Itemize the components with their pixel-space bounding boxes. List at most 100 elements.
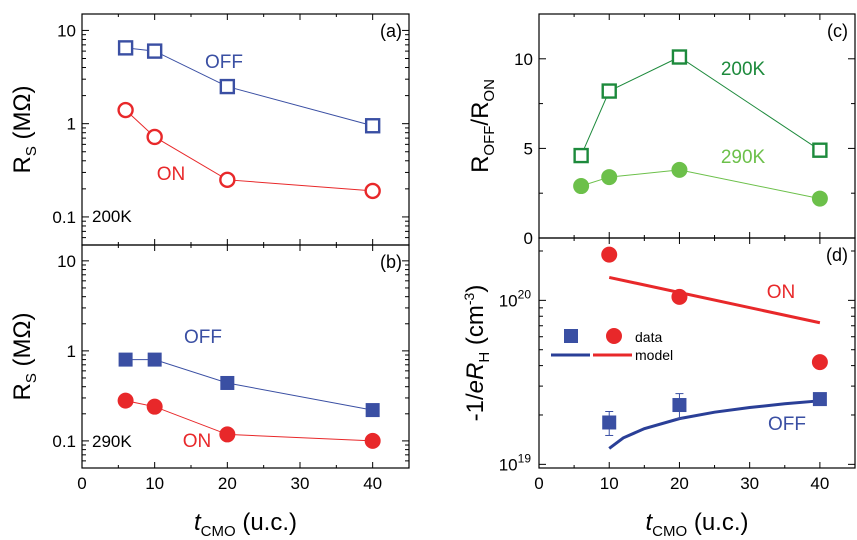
y-tick-label: 1 bbox=[67, 342, 76, 361]
data-point bbox=[672, 398, 687, 413]
y-tick-label: 0 bbox=[524, 229, 533, 248]
panel-label: (d) bbox=[826, 245, 848, 265]
x-tick-label: 0 bbox=[77, 474, 86, 493]
data-point bbox=[117, 40, 134, 56]
data-point bbox=[812, 392, 827, 407]
data-point bbox=[117, 392, 134, 409]
y-tick-label: 10 bbox=[514, 50, 533, 69]
data-point bbox=[364, 432, 381, 449]
data-point bbox=[365, 403, 380, 418]
y-tick-exponent: 20 bbox=[518, 287, 532, 301]
y-tick-label: 1020 bbox=[499, 287, 532, 310]
legend-data-label: data bbox=[635, 329, 662, 345]
legend-model-label: model bbox=[635, 347, 673, 363]
data-point bbox=[671, 161, 688, 178]
ylabel-main: R bbox=[9, 156, 36, 173]
data-point bbox=[117, 101, 134, 119]
x-tick-label: 20 bbox=[670, 474, 689, 493]
x-tick-label: 10 bbox=[600, 474, 619, 493]
y-axis-label-d-text: -1/eRH (cm-3) bbox=[461, 285, 493, 422]
y-tick-label: 1 bbox=[67, 115, 76, 134]
x-axis-label-left: tCMO (u.c.) bbox=[194, 509, 297, 540]
y-axis-label-c-text: ROFF/RON bbox=[467, 79, 498, 173]
ylabel-units: (MΩ) bbox=[9, 313, 36, 374]
data-point bbox=[219, 426, 236, 443]
y-axis-label-a-text: RS (MΩ) bbox=[9, 86, 40, 174]
xlabel-sub: CMO bbox=[201, 523, 236, 540]
data-point bbox=[573, 178, 590, 195]
data-point bbox=[220, 375, 235, 390]
plot-frame-d bbox=[538, 237, 856, 469]
y-tick-label: 0.1 bbox=[52, 432, 76, 451]
plot-frame-b bbox=[81, 244, 410, 469]
series-line bbox=[125, 109, 373, 192]
data-point bbox=[671, 288, 688, 305]
ylabel-units: (cm bbox=[462, 305, 489, 352]
data-point bbox=[219, 171, 236, 189]
panel-label: (b) bbox=[380, 252, 402, 272]
data-point bbox=[146, 128, 163, 146]
series-label-on: ON bbox=[157, 164, 186, 185]
x-tick-label: 10 bbox=[145, 474, 164, 493]
data-point bbox=[573, 147, 589, 164]
data-point bbox=[601, 83, 617, 99]
x-tick-label: 30 bbox=[740, 474, 759, 493]
series-line bbox=[125, 400, 373, 442]
data-point bbox=[146, 398, 163, 415]
y-tick-label: 1019 bbox=[499, 451, 532, 474]
xlabel-sub: CMO bbox=[652, 523, 687, 540]
y-tick-base: 10 bbox=[499, 291, 518, 310]
y-axis-label-b-text: RS (MΩ) bbox=[9, 313, 40, 401]
series-label-200k: 200K bbox=[721, 59, 766, 80]
y-axis-label-c: ROFF/RON bbox=[467, 79, 498, 173]
series-label-on: ON bbox=[183, 431, 212, 452]
y-tick-exponent: 19 bbox=[518, 451, 532, 465]
ylabel-prefix: -1/ bbox=[462, 393, 489, 421]
legend-circle-marker bbox=[606, 328, 622, 344]
xlabel-t: t bbox=[645, 509, 653, 536]
y-tick-base: 10 bbox=[499, 455, 518, 474]
xlabel-t: t bbox=[194, 509, 202, 536]
data-point bbox=[146, 43, 163, 59]
data-point bbox=[811, 354, 828, 371]
x-tick-label: 20 bbox=[218, 474, 237, 493]
x-axis-label-right: tCMO (u.c.) bbox=[645, 509, 748, 540]
data-point bbox=[364, 118, 381, 134]
temperature-label: 200K bbox=[92, 207, 132, 226]
series-line bbox=[580, 56, 821, 156]
ylabel-sub2: ON bbox=[481, 79, 498, 102]
plot-frame-c bbox=[538, 13, 856, 239]
temperature-label: 290K bbox=[92, 432, 132, 451]
label-off: OFF bbox=[768, 414, 806, 435]
panel-label: (a) bbox=[380, 21, 402, 41]
y-axis-label-d: -1/eRH (cm-3) bbox=[461, 285, 493, 422]
data-point bbox=[118, 352, 133, 367]
y-tick-label: 10 bbox=[57, 21, 76, 40]
ylabel-units: (MΩ) bbox=[9, 86, 36, 147]
legend-square-marker bbox=[564, 329, 578, 343]
series-label-off: OFF bbox=[205, 52, 243, 73]
series-label-290k: 290K bbox=[721, 147, 766, 168]
y-axis-label-a: RS (MΩ) bbox=[9, 86, 40, 174]
ylabel-sup: -3 bbox=[461, 292, 477, 305]
ylabel-mid: /R bbox=[467, 102, 494, 126]
ylabel-e: e bbox=[462, 380, 489, 393]
ylabel-main: R bbox=[467, 156, 494, 173]
xlabel-units: (u.c.) bbox=[236, 509, 297, 536]
ylabel-sub: H bbox=[476, 352, 493, 363]
y-tick-label: 5 bbox=[524, 139, 533, 158]
x-tick-label: 0 bbox=[534, 474, 543, 493]
series-line bbox=[580, 169, 820, 200]
x-tick-label: 30 bbox=[291, 474, 310, 493]
data-point bbox=[364, 182, 381, 200]
x-tick-label: 40 bbox=[810, 474, 829, 493]
data-point bbox=[811, 190, 828, 207]
ylabel-sub: OFF bbox=[481, 126, 498, 156]
y-tick-label: 0.1 bbox=[52, 208, 76, 227]
data-point bbox=[602, 415, 617, 430]
ylabel-close: ) bbox=[462, 285, 489, 293]
series-line bbox=[125, 47, 373, 127]
model-line bbox=[608, 399, 821, 450]
xlabel-units: (u.c.) bbox=[687, 509, 748, 536]
